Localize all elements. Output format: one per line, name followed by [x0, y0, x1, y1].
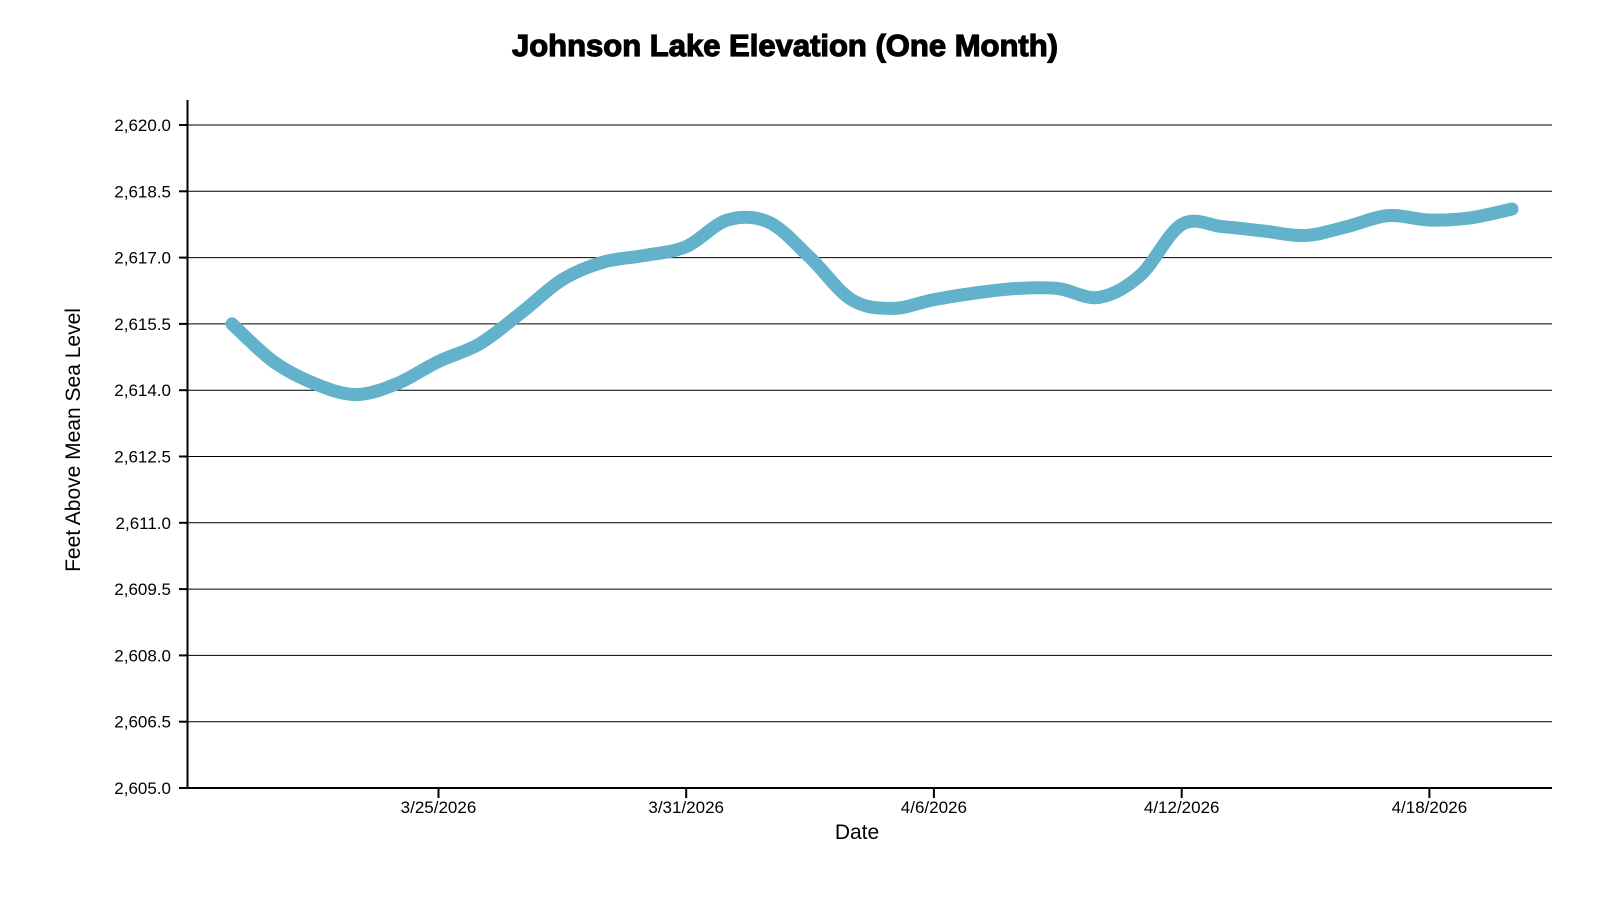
y-tick-label: 2,612.5 — [114, 448, 171, 467]
elevation-series-line — [225, 202, 1519, 402]
y-tick-label: 2,617.0 — [114, 249, 171, 268]
y-tick-label: 2,614.0 — [114, 381, 171, 400]
y-tick-label: 2,609.5 — [114, 580, 171, 599]
chart-title: Johnson Lake Elevation (One Month) — [511, 27, 1058, 63]
x-tick-label: 4/6/2026 — [901, 798, 967, 817]
y-tick-label: 2,605.0 — [114, 779, 171, 798]
x-tick-label: 3/31/2026 — [648, 798, 724, 817]
x-tick-label: 4/12/2026 — [1144, 798, 1220, 817]
y-tick-label: 2,615.5 — [114, 315, 171, 334]
x-tick-label: 3/25/2026 — [401, 798, 477, 817]
y-tick-label: 2,608.0 — [114, 646, 171, 665]
y-tick-label: 2,620.0 — [114, 116, 171, 135]
y-tick-label: 2,618.5 — [114, 182, 171, 201]
y-tick-label: 2,606.5 — [114, 713, 171, 732]
x-axis-title: Date — [834, 821, 880, 844]
x-tick-label: 4/18/2026 — [1392, 798, 1468, 817]
y-tick-label: 2,611.0 — [116, 514, 171, 533]
